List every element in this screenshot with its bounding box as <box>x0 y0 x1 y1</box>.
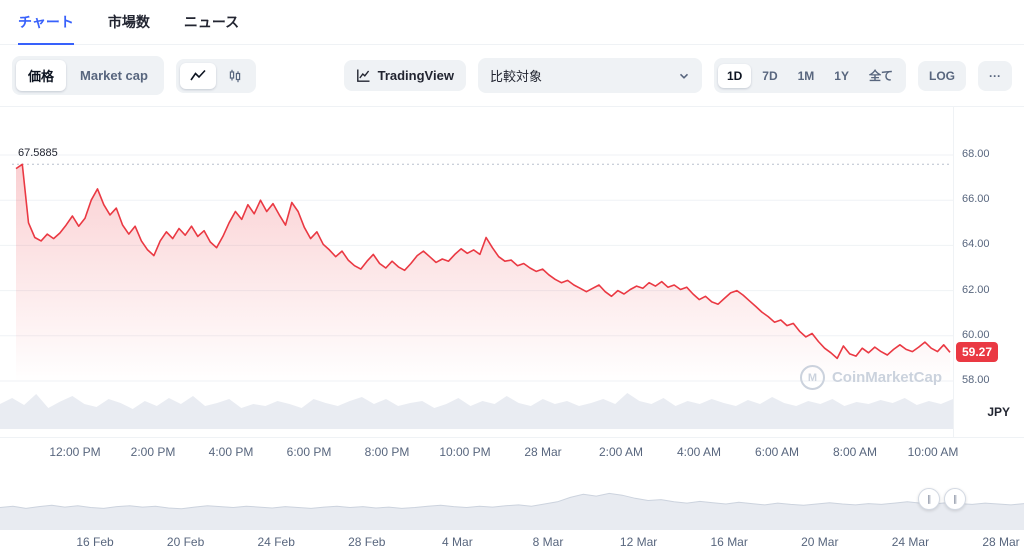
navigator-handle-left[interactable]: ∥ <box>918 488 940 510</box>
tab-list: チャート 市場数 ニュース <box>18 0 239 45</box>
navigator-date-label: 20 Feb <box>166 535 205 549</box>
y-tick-label: 62.00 <box>962 283 990 296</box>
x-tick-label: 4:00 AM <box>676 445 722 459</box>
tab-chart[interactable]: チャート <box>18 0 74 45</box>
current-price-badge: 59.27 <box>956 342 999 363</box>
navigator-date-label: 24 Feb <box>257 535 295 549</box>
coinmarketcap-logo-icon: M <box>799 365 825 390</box>
candlestick-icon <box>229 69 241 82</box>
x-tick-label: 6:00 AM <box>754 445 800 459</box>
x-tick-label: 10:00 AM <box>907 445 959 459</box>
tab-bar: チャート 市場数 ニュース <box>0 0 1024 45</box>
tradingview-icon <box>356 69 370 82</box>
currency-label: JPY <box>987 405 1010 419</box>
price-chart-area[interactable]: 68.00 66.00 64.00 62.00 60.00 58.00 67.5885 5… <box>0 106 1024 438</box>
compare-label: 比較対象 <box>489 69 542 84</box>
max-price-annotation: 67.5885 <box>18 147 58 160</box>
price-chart-svg <box>0 154 953 429</box>
y-tick-label: 66.00 <box>962 193 990 206</box>
navigator-date-label: 28 Feb <box>348 535 386 549</box>
tab-markets[interactable]: 市場数 <box>108 0 150 44</box>
more-options-button[interactable]: ··· <box>978 60 1012 91</box>
y-tick-label: 58.00 <box>962 374 990 386</box>
price-toggle-button[interactable]: 価格 <box>16 60 67 91</box>
y-axis: 68.00 66.00 64.00 62.00 60.00 58.00 <box>953 107 1024 437</box>
range-button-1d[interactable]: 1D <box>717 63 752 88</box>
navigator-handle-right[interactable]: ∥ <box>944 488 966 510</box>
tab-news[interactable]: ニュース <box>184 0 239 44</box>
x-tick-label: 6:00 PM <box>286 445 332 459</box>
chart-type-toggle <box>175 58 256 93</box>
date-range-navigator[interactable]: ∥ ∥ <box>0 472 1024 530</box>
x-tick-label: 12:00 PM <box>49 445 101 459</box>
x-tick-label: 2:00 PM <box>130 445 176 459</box>
x-tick-label: 8:00 AM <box>832 445 878 459</box>
time-range-group: 1D 7D 1M 1Y 全て <box>713 58 906 93</box>
watermark-text: CoinMarketCap <box>831 369 942 386</box>
navigator-date-label: 16 Mar <box>710 535 748 549</box>
navigator-date-labels: 16 Feb 20 Feb 24 Feb 28 Feb 4 Mar 8 Mar 12 Mar… <box>0 530 1024 552</box>
x-tick-label: 28 Mar <box>524 445 562 459</box>
navigator-date-label: 12 Mar <box>619 535 658 549</box>
tradingview-button[interactable]: TradingView <box>343 60 466 91</box>
marketcap-toggle-button[interactable]: Market cap <box>68 62 160 89</box>
navigator-date-label: 8 Mar <box>532 535 564 549</box>
line-chart-icon <box>190 69 206 80</box>
log-scale-button[interactable]: LOG <box>918 60 966 91</box>
drag-handle-icon: ∥ <box>952 493 958 504</box>
drag-handle-icon: ∥ <box>926 493 932 504</box>
navigator-date-label: 4 Mar <box>442 535 473 549</box>
chevron-down-icon <box>679 73 689 79</box>
chart-toolbar: 価格 Market cap <box>0 45 1024 106</box>
x-tick-label: 2:00 AM <box>598 445 644 459</box>
tradingview-label: TradingView <box>377 68 454 83</box>
range-button-全て[interactable]: 全て <box>860 62 902 89</box>
compare-select[interactable]: 比較対象 <box>477 58 702 93</box>
candlestick-chart-type-button[interactable] <box>218 63 252 89</box>
range-button-7d[interactable]: 7D <box>753 64 786 88</box>
price-marketcap-toggle: 価格 Market cap <box>12 56 164 95</box>
x-tick-label: 4:00 PM <box>208 445 254 459</box>
coinmarketcap-watermark: M CoinMarketCap <box>799 365 942 390</box>
x-axis: 12:00 PM 2:00 PM 4:00 PM 6:00 PM 8:00 PM 10:0… <box>0 438 1024 466</box>
y-tick-label: 68.00 <box>962 148 990 160</box>
navigator-date-label: 24 Mar <box>891 535 930 549</box>
line-chart-type-button[interactable] <box>179 62 216 89</box>
navigator-chart-svg <box>0 492 1024 530</box>
navigator-date-label: 16 Feb <box>76 535 114 549</box>
y-tick-label: 60.00 <box>962 328 990 341</box>
range-button-1m[interactable]: 1M <box>789 64 824 88</box>
navigator-date-label: 20 Mar <box>801 535 839 549</box>
x-tick-label: 10:00 PM <box>439 445 491 459</box>
y-tick-label: 64.00 <box>962 238 990 251</box>
navigator-date-label: 28 Mar <box>982 535 1020 549</box>
range-button-1y[interactable]: 1Y <box>825 64 858 88</box>
x-tick-label: 8:00 PM <box>364 445 410 459</box>
